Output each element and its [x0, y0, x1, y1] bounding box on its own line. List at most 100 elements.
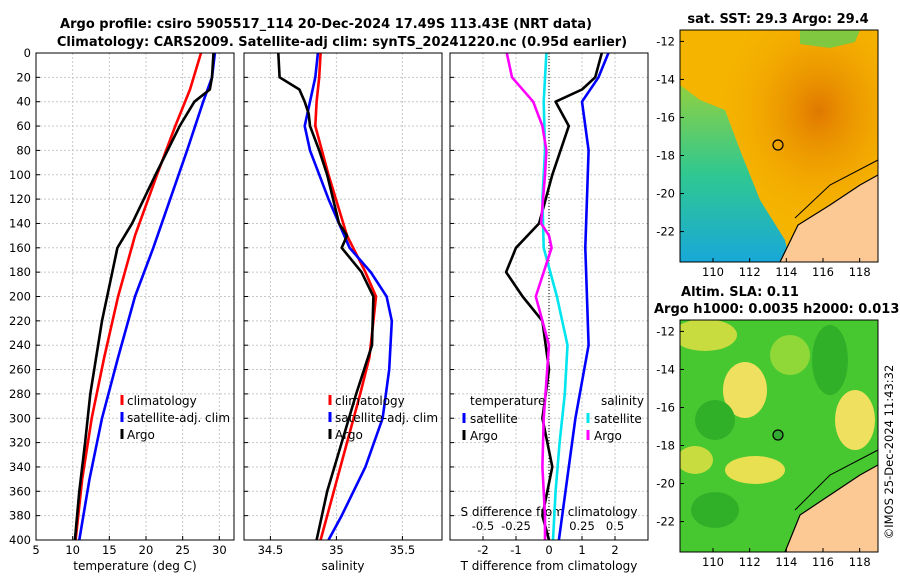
y-tick-label: 20 [16, 70, 31, 84]
argo-marker-sst [772, 139, 784, 151]
x-tick-label: 20 [139, 543, 154, 557]
plot-frame [449, 52, 649, 541]
map-y-tick-label: -12 [656, 34, 675, 48]
coastline-1 [779, 174, 878, 262]
map-y-tick-label: -18 [656, 149, 675, 163]
s-tick-label: -0.25 [501, 519, 531, 533]
sst-map-frame [679, 29, 879, 263]
map-x-tick-label: 110 [702, 265, 724, 279]
y-tick-label: 0 [24, 46, 31, 60]
x-tick-label: 5 [32, 543, 39, 557]
s-axis-label: S difference from climatology [461, 505, 638, 519]
x-tick-label: 30 [212, 543, 227, 557]
sst-green-patch [800, 30, 860, 48]
map-x-tick-label: 114 [775, 265, 797, 279]
sla-low-1 [812, 325, 848, 395]
legend-label: satellite-adj. clim [127, 411, 230, 425]
sla-map: Altim. SLA: 0.11 Argo h1000: 0.0035 h200… [654, 285, 899, 569]
map-x-tick-label: 114 [775, 555, 797, 569]
y-tick-label: 80 [16, 143, 31, 157]
map-x-tick-label: 118 [849, 265, 871, 279]
sla-low-3 [691, 492, 739, 528]
sla-high-1 [680, 320, 737, 351]
land-2 [785, 465, 878, 552]
y-tick-label: 280 [9, 387, 31, 401]
y-tick-label: 40 [16, 95, 31, 109]
sla-high-4 [725, 456, 785, 484]
y-tick-label: 380 [9, 509, 31, 523]
sst-map: sat. SST: 29.3 Argo: 29.4 110 112 114 116 11… [656, 12, 879, 279]
map-x-tick-label: 110 [702, 555, 724, 569]
series-line [505, 52, 553, 540]
y-tick-label: 400 [9, 533, 31, 547]
map-x-tick-label: 116 [812, 265, 834, 279]
land-1 [780, 175, 878, 262]
y-tick-label: 240 [9, 338, 31, 352]
sla-high-2 [723, 362, 767, 418]
y-tick-label: 200 [9, 290, 31, 304]
series-line [74, 52, 203, 541]
map-y-tick-label: -22 [656, 515, 675, 529]
map-y-tick-label: -20 [656, 187, 675, 201]
y-tick-label: 140 [9, 216, 31, 230]
x-axis-label: salinity [321, 559, 364, 573]
x-tick-label: 35 [329, 543, 344, 557]
s-tick-label: -0.5 [472, 519, 494, 533]
y-tick-label: 220 [9, 314, 31, 328]
map-y-tick-label: -18 [656, 439, 675, 453]
s-tick-label: 0.25 [569, 519, 595, 533]
series-line [78, 52, 217, 541]
legend-label: climatology [335, 394, 405, 408]
legend-label: Argo [470, 429, 498, 443]
sla-map-subtitle: Argo h1000: 0.0035 h2000: 0.013 [654, 302, 899, 317]
map-y-tick-label: -16 [656, 110, 675, 124]
map-y-tick-label: -16 [656, 400, 675, 414]
sla-low-2 [695, 400, 735, 440]
x-tick-label: 15 [102, 543, 117, 557]
temperature-panel: 0 20 40 60 80 100 120 140 160 180 200 220 240 260 280 3… [9, 46, 235, 573]
series-line [313, 52, 378, 541]
legend-title-temperature: temperature [470, 394, 545, 408]
plot-frame [35, 52, 235, 541]
map-x-tick-label: 116 [812, 555, 834, 569]
argo-marker-sla [772, 429, 784, 441]
y-tick-label: 300 [9, 411, 31, 425]
series-line [557, 52, 610, 541]
coastline-2 [784, 464, 878, 552]
legend-label: satellite [594, 412, 642, 426]
legend-label: Argo [335, 428, 363, 442]
legend-label: satellite-adj. clim [335, 411, 438, 425]
title-line-1: Argo profile: csiro 5905517_114 20-Dec-2… [60, 17, 592, 32]
legend-label: satellite [470, 412, 518, 426]
y-tick-label: 340 [9, 460, 31, 474]
legend-label: climatology [127, 394, 197, 408]
x-tick-label: -1 [510, 543, 521, 557]
map-y-tick-label: -12 [656, 324, 675, 338]
legend-label: Argo [594, 429, 622, 443]
map-y-tick-label: -14 [656, 72, 675, 86]
map-x-tick-label: 112 [739, 555, 761, 569]
y-tick-label: 260 [9, 363, 31, 377]
sla-high-3 [680, 446, 713, 474]
y-tick-label: 120 [9, 192, 31, 206]
series-line [277, 52, 375, 541]
y-tick-label: 100 [9, 168, 31, 182]
salinity-panel: 34.5 35 35.5 salinity climatology satellite-a… [243, 52, 443, 573]
map-y-tick-label: -14 [656, 362, 675, 376]
y-tick-label: 360 [9, 484, 31, 498]
x-tick-label: 1 [578, 543, 585, 557]
legend-title-salinity: salinity [601, 394, 644, 408]
map-y-tick-label: -22 [656, 225, 675, 239]
plot-frame [243, 52, 443, 541]
shelf-contour-2 [794, 449, 878, 511]
y-tick-label: 160 [9, 241, 31, 255]
timestamp: ©IMOS 25-Dec-2024 11:43:32 [882, 365, 896, 540]
series-line [504, 52, 604, 541]
difference-panel: -2 -1 0 1 2 T difference from climatology -0.5… [449, 52, 649, 573]
y-tick-label: 60 [16, 119, 31, 133]
sla-map-title: Altim. SLA: 0.11 [681, 285, 799, 300]
y-tick-label: 180 [9, 265, 31, 279]
title-line-2: Climatology: CARS2009. Satellite-adj cli… [57, 35, 627, 50]
x-axis-label: temperature (deg C) [73, 559, 196, 573]
